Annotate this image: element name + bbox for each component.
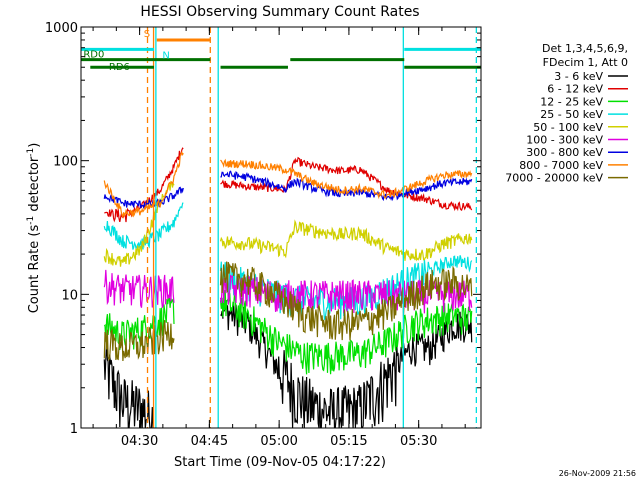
series-line-2-seg-1 [219, 289, 473, 375]
x-tick-label-1: 04:45 [191, 434, 228, 449]
series-line-1-seg-1 [220, 156, 473, 212]
legend-label-7: 800 - 7000 keV [519, 159, 603, 172]
y-axis-label-mid: detector [27, 156, 42, 216]
plot-area: S N RD0 RD6 [81, 27, 481, 428]
y-axis-label-sup2: -1 [26, 148, 36, 157]
legend-header-2: FDecim 1, Att 0 [543, 56, 628, 69]
legend-label-6: 300 - 800 keV [526, 146, 603, 159]
series-line-1-seg-0 [104, 147, 184, 223]
series-line-7-seg-1 [220, 158, 473, 200]
y-axis-label-end: ) [27, 143, 42, 148]
y-tick-label-1: 10 [61, 288, 78, 303]
flag-label-s: S [144, 29, 150, 40]
axes: 1 10 100 1000 04:30 04:45 05:00 05:15 05:30 [45, 21, 481, 449]
legend-label-2: 12 - 25 keV [540, 95, 603, 108]
series-line-5-seg-0 [103, 269, 175, 308]
y-tick-label-0: 1 [70, 422, 78, 437]
legend-label-4: 50 - 100 keV [533, 121, 603, 134]
flag-label-n: N [162, 50, 169, 61]
series-line-3-seg-1 [219, 255, 473, 321]
series-line-8-seg-0 [103, 320, 175, 362]
x-tick-label-3: 05:15 [330, 434, 367, 449]
x-axis-label: Start Time (09-Nov-05 04:17:22) [174, 455, 386, 470]
x-tick-label-4: 05:30 [400, 434, 437, 449]
legend-label-0: 3 - 6 keV [554, 70, 603, 83]
y-tick-label-2: 100 [53, 155, 78, 170]
y-axis-label-main: Count Rate (s [27, 225, 42, 314]
timestamp: 26-Nov-2009 21:56 [559, 469, 636, 478]
x-tick-label-2: 05:00 [260, 434, 297, 449]
legend-label-8: 7000 - 20000 keV [505, 172, 603, 185]
series-line-8-seg-1 [219, 261, 473, 341]
legend: Det 1,3,4,5,6,9, FDecim 1, Att 0 3 - 6 k… [505, 42, 628, 185]
y-tick-label-3: 1000 [45, 21, 78, 36]
y-axis-label: Count Rate (s-1 detector-1) [26, 143, 42, 314]
legend-label-1: 6 - 12 keV [547, 83, 603, 96]
series-line-4-seg-0 [103, 180, 175, 267]
series-line-0-seg-1 [220, 299, 473, 428]
x-tick-label-0: 04:30 [121, 434, 158, 449]
flag-label-rd0: RD0 [83, 50, 104, 61]
legend-label-5: 100 - 300 keV [526, 134, 603, 147]
chart-title: HESSI Observing Summary Count Rates [140, 4, 419, 20]
y-axis-label-sup: -1 [26, 216, 36, 225]
series-line-0-seg-0 [103, 343, 154, 428]
series-line-4-seg-1 [219, 219, 473, 262]
legend-header-1: Det 1,3,4,5,6,9, [542, 42, 628, 55]
series-line-6-seg-1 [220, 170, 473, 202]
flag-label-rd6: RD6 [109, 62, 130, 73]
legend-label-3: 25 - 50 keV [540, 108, 603, 121]
plot-frame [80, 26, 482, 429]
series-line-7-seg-0 [103, 150, 184, 220]
